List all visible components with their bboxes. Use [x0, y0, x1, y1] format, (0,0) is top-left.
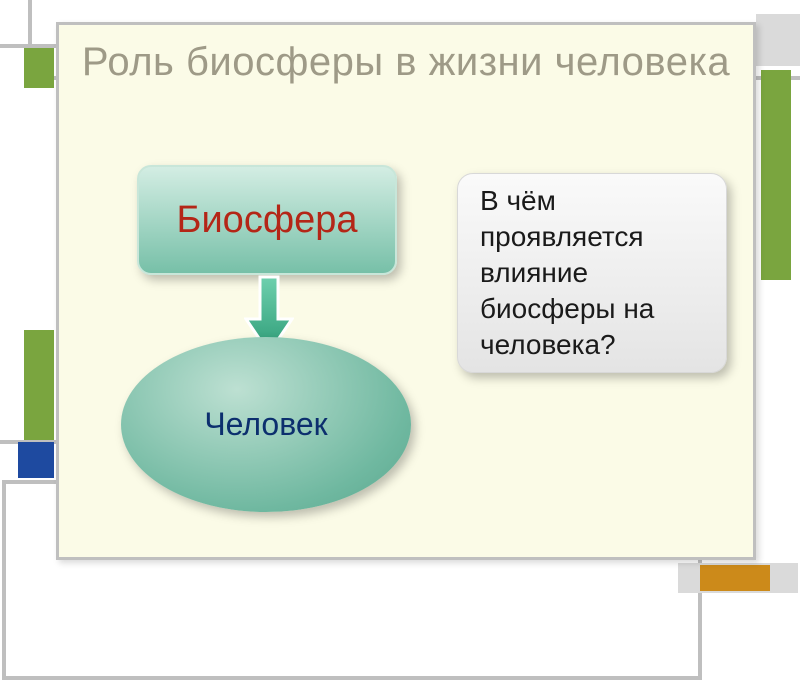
decor-accent: [756, 14, 800, 66]
main-panel: Роль биосферы в жизни человека Биосфера …: [56, 22, 756, 560]
node-question-label: В чём проявляется влияние биосферы на че…: [480, 183, 704, 362]
decor-accent: [761, 70, 791, 280]
decor-accent: [18, 442, 54, 478]
node-person-label: Человек: [204, 406, 327, 443]
node-person: Человек: [121, 337, 411, 512]
node-biosphere: Биосфера: [137, 165, 397, 275]
decor-accent: [24, 48, 54, 88]
node-biosphere-label: Биосфера: [177, 199, 358, 242]
slide-title: Роль биосферы в жизни человека: [59, 39, 753, 85]
node-question: В чём проявляется влияние биосферы на че…: [457, 173, 727, 373]
decor-accent: [24, 330, 54, 440]
decor-accent: [700, 565, 770, 591]
